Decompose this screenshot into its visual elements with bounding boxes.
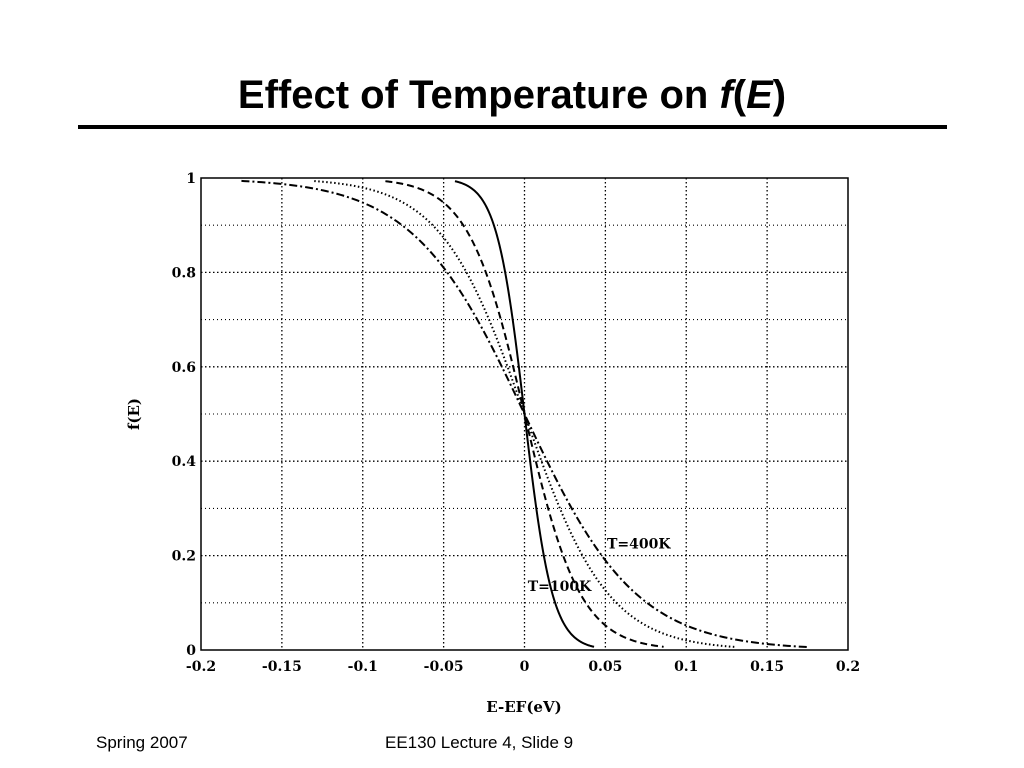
title-f-text: f bbox=[719, 73, 733, 117]
title-underline bbox=[78, 125, 947, 129]
y-tick-label: 0.8 bbox=[172, 265, 196, 281]
x-tick-label: 0 bbox=[520, 659, 530, 675]
slide-title: Effect of Temperature on f(E) bbox=[0, 70, 1024, 120]
footer-slide-number: EE130 Lecture 4, Slide 9 bbox=[385, 733, 574, 752]
y-tick-label: 1 bbox=[186, 171, 196, 187]
curve-annotation: T=400K bbox=[607, 537, 671, 553]
x-tick-label: 0.05 bbox=[588, 659, 622, 675]
title-e-text: E bbox=[746, 73, 773, 117]
curve-annotation: T=100K bbox=[528, 579, 592, 595]
curves bbox=[241, 179, 808, 649]
footer-date: Spring 2007 bbox=[96, 733, 188, 752]
tick-labels: -0.2 -0.15 -0.1 -0.05 0 0.05 0.1 0.15 0.2 0 0.2 0.4… bbox=[172, 171, 861, 675]
title-paren-close: ) bbox=[772, 73, 787, 117]
title-main-text: Effect of Temperature on bbox=[237, 73, 720, 117]
y-tick-label: 0.2 bbox=[172, 549, 196, 565]
x-tick-label: 0.15 bbox=[750, 659, 784, 675]
curve-T400 bbox=[241, 179, 808, 649]
annotations: T=100K T=400K bbox=[528, 537, 672, 595]
y-axis-label: f(E) bbox=[125, 398, 143, 430]
title-paren-open: ( bbox=[732, 73, 747, 117]
x-tick-label: -0.15 bbox=[262, 659, 302, 675]
x-tick-label: -0.2 bbox=[186, 659, 216, 675]
x-tick-label: -0.05 bbox=[424, 659, 464, 675]
x-tick-label: 0.1 bbox=[674, 659, 698, 675]
y-tick-label: 0.6 bbox=[172, 360, 196, 376]
x-axis-label: E-EF(eV) bbox=[486, 698, 561, 716]
y-tick-label: 0 bbox=[186, 643, 196, 659]
x-tick-label: 0.2 bbox=[836, 659, 860, 675]
x-tick-label: -0.1 bbox=[348, 659, 378, 675]
y-tick-label: 0.4 bbox=[172, 454, 197, 470]
